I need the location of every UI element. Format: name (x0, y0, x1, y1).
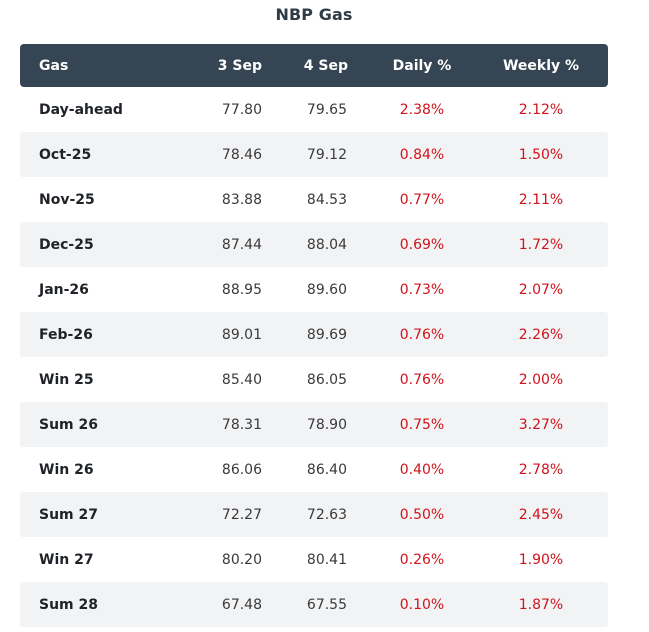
cell-daily-change: 0.76% (399, 371, 445, 388)
cell-weekly-change: 2.78% (518, 461, 564, 478)
cell-price-4-sep: 84.53 (306, 191, 347, 208)
cell-product: Sum 27 (39, 506, 98, 523)
price-table: Gas 3 Sep 4 Sep Daily % Weekly % Day-ahe… (20, 44, 608, 627)
cell-weekly-change: 1.50% (518, 146, 564, 163)
cell-price-3-sep: 87.44 (221, 236, 262, 253)
cell-weekly-change: 2.00% (518, 371, 564, 388)
cell-product: Nov-25 (39, 191, 95, 208)
cell-daily-change: 0.69% (399, 236, 445, 253)
cell-price-3-sep: 72.27 (221, 506, 262, 523)
table-row: Win 27 80.20 80.41 0.26% 1.90% (20, 537, 608, 582)
cell-price-4-sep: 86.05 (306, 371, 347, 388)
table-row: Sum 28 67.48 67.55 0.10% 1.87% (20, 582, 608, 627)
cell-weekly-change: 1.87% (518, 596, 564, 613)
column-header-3-sep: 3 Sep (217, 57, 262, 74)
cell-product: Win 27 (39, 551, 94, 568)
cell-product: Sum 28 (39, 596, 98, 613)
table-body: Day-ahead 77.80 79.65 2.38% 2.12% Oct-25 78.46… (20, 87, 608, 627)
cell-price-3-sep: 89.01 (221, 326, 262, 343)
cell-daily-change: 0.10% (399, 596, 445, 613)
cell-price-4-sep: 79.65 (306, 101, 347, 118)
table-row: Sum 27 72.27 72.63 0.50% 2.45% (20, 492, 608, 537)
table-header-row: Gas 3 Sep 4 Sep Daily % Weekly % (20, 44, 608, 87)
cell-price-3-sep: 83.88 (221, 191, 262, 208)
cell-weekly-change: 2.45% (518, 506, 564, 523)
cell-price-4-sep: 67.55 (306, 596, 347, 613)
cell-product: Win 25 (39, 371, 94, 388)
cell-product: Jan-26 (39, 281, 89, 298)
table-row: Jan-26 88.95 89.60 0.73% 2.07% (20, 267, 608, 312)
cell-weekly-change: 1.72% (518, 236, 564, 253)
cell-price-3-sep: 77.80 (221, 101, 262, 118)
table-title: NBP Gas (275, 5, 353, 24)
cell-price-3-sep: 85.40 (221, 371, 262, 388)
cell-price-3-sep: 78.31 (221, 416, 262, 433)
column-header-weekly: Weekly % (502, 57, 580, 74)
table-row: Win 26 86.06 86.40 0.40% 2.78% (20, 447, 608, 492)
cell-weekly-change: 2.07% (518, 281, 564, 298)
cell-product: Feb-26 (39, 326, 93, 343)
cell-price-3-sep: 78.46 (221, 146, 262, 163)
cell-price-4-sep: 72.63 (306, 506, 347, 523)
column-header-daily: Daily % (392, 57, 452, 74)
column-header-4-sep: 4 Sep (303, 57, 348, 74)
cell-daily-change: 0.77% (399, 191, 445, 208)
cell-product: Dec-25 (39, 236, 94, 253)
cell-price-4-sep: 89.60 (306, 281, 347, 298)
cell-weekly-change: 3.27% (518, 416, 564, 433)
cell-product: Win 26 (39, 461, 94, 478)
cell-price-4-sep: 78.90 (306, 416, 347, 433)
cell-price-4-sep: 79.12 (306, 146, 347, 163)
cell-daily-change: 0.40% (399, 461, 445, 478)
cell-weekly-change: 1.90% (518, 551, 564, 568)
table-row: Feb-26 89.01 89.69 0.76% 2.26% (20, 312, 608, 357)
cell-daily-change: 0.84% (399, 146, 445, 163)
table-row: Dec-25 87.44 88.04 0.69% 1.72% (20, 222, 608, 267)
cell-daily-change: 0.50% (399, 506, 445, 523)
cell-daily-change: 0.76% (399, 326, 445, 343)
table-row: Oct-25 78.46 79.12 0.84% 1.50% (20, 132, 608, 177)
cell-product: Day-ahead (39, 101, 123, 118)
cell-weekly-change: 2.26% (518, 326, 564, 343)
cell-price-4-sep: 88.04 (306, 236, 347, 253)
cell-price-3-sep: 86.06 (221, 461, 262, 478)
cell-daily-change: 0.26% (399, 551, 445, 568)
cell-weekly-change: 2.11% (518, 191, 564, 208)
cell-product: Sum 26 (39, 416, 98, 433)
cell-price-3-sep: 88.95 (221, 281, 262, 298)
cell-price-4-sep: 80.41 (306, 551, 347, 568)
table-row: Win 25 85.40 86.05 0.76% 2.00% (20, 357, 608, 402)
cell-weekly-change: 2.12% (518, 101, 564, 118)
cell-product: Oct-25 (39, 146, 92, 163)
cell-price-3-sep: 67.48 (221, 596, 262, 613)
cell-daily-change: 0.73% (399, 281, 445, 298)
cell-price-4-sep: 86.40 (306, 461, 347, 478)
cell-price-3-sep: 80.20 (221, 551, 262, 568)
table-row: Sum 26 78.31 78.90 0.75% 3.27% (20, 402, 608, 447)
cell-daily-change: 2.38% (399, 101, 445, 118)
table-row: Nov-25 83.88 84.53 0.77% 2.11% (20, 177, 608, 222)
cell-price-4-sep: 89.69 (306, 326, 347, 343)
column-header-gas: Gas (39, 57, 69, 74)
table-row: Day-ahead 77.80 79.65 2.38% 2.12% (20, 87, 608, 132)
cell-daily-change: 0.75% (399, 416, 445, 433)
